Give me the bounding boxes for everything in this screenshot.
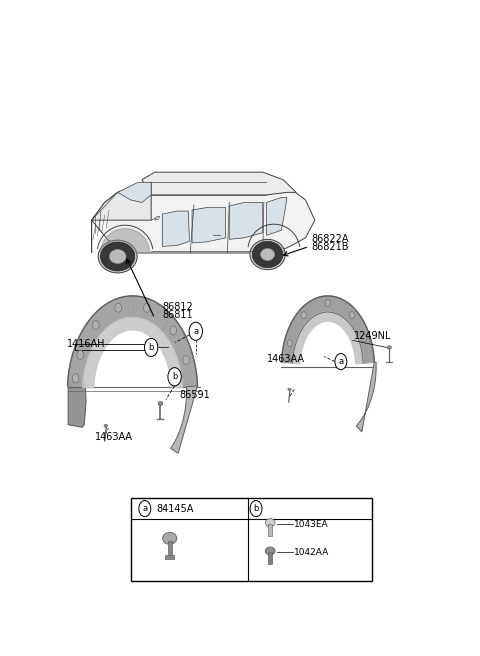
Polygon shape bbox=[229, 203, 263, 239]
Circle shape bbox=[77, 350, 84, 359]
Text: b: b bbox=[253, 504, 259, 513]
Circle shape bbox=[325, 299, 330, 306]
Circle shape bbox=[250, 501, 262, 517]
Ellipse shape bbox=[100, 242, 135, 271]
Text: 1416AH: 1416AH bbox=[67, 339, 105, 350]
Text: 86822A: 86822A bbox=[311, 234, 348, 245]
Polygon shape bbox=[266, 197, 287, 236]
Polygon shape bbox=[142, 172, 296, 195]
Text: a: a bbox=[142, 504, 147, 513]
Text: 1463AA: 1463AA bbox=[96, 432, 133, 442]
Text: 1463AA: 1463AA bbox=[266, 354, 304, 363]
Circle shape bbox=[144, 303, 150, 312]
Text: a: a bbox=[338, 357, 343, 366]
Text: 86821B: 86821B bbox=[311, 243, 348, 253]
Circle shape bbox=[335, 354, 347, 370]
Circle shape bbox=[93, 320, 99, 329]
Text: 86591: 86591 bbox=[179, 390, 210, 400]
Bar bbox=[268, 552, 272, 564]
Circle shape bbox=[115, 303, 121, 312]
Ellipse shape bbox=[158, 401, 163, 405]
Polygon shape bbox=[192, 207, 226, 243]
Text: 1043EA: 1043EA bbox=[294, 520, 328, 529]
Polygon shape bbox=[171, 386, 197, 453]
Circle shape bbox=[183, 356, 190, 365]
Text: b: b bbox=[148, 343, 154, 352]
Ellipse shape bbox=[265, 519, 275, 527]
Circle shape bbox=[349, 312, 355, 319]
Circle shape bbox=[189, 322, 203, 340]
Ellipse shape bbox=[104, 424, 108, 427]
Polygon shape bbox=[155, 216, 160, 220]
Bar bbox=[268, 523, 272, 536]
Ellipse shape bbox=[261, 249, 275, 260]
Ellipse shape bbox=[387, 346, 392, 349]
Circle shape bbox=[168, 367, 181, 386]
Polygon shape bbox=[281, 296, 374, 363]
Polygon shape bbox=[162, 211, 190, 247]
FancyBboxPatch shape bbox=[131, 498, 372, 581]
Polygon shape bbox=[68, 296, 197, 387]
Bar bbox=[165, 554, 174, 559]
Circle shape bbox=[72, 374, 79, 383]
Text: 86812: 86812 bbox=[162, 302, 193, 312]
Ellipse shape bbox=[109, 249, 126, 264]
Ellipse shape bbox=[288, 388, 291, 390]
Polygon shape bbox=[356, 362, 376, 432]
Text: 86811: 86811 bbox=[162, 310, 193, 320]
Circle shape bbox=[170, 326, 177, 335]
Text: 1249NL: 1249NL bbox=[354, 331, 391, 341]
Circle shape bbox=[144, 338, 158, 357]
Ellipse shape bbox=[265, 547, 275, 555]
Ellipse shape bbox=[252, 241, 283, 268]
Circle shape bbox=[139, 501, 151, 517]
Polygon shape bbox=[68, 379, 86, 427]
Ellipse shape bbox=[250, 239, 285, 270]
Ellipse shape bbox=[98, 240, 137, 273]
Polygon shape bbox=[83, 317, 183, 388]
Text: 1042AA: 1042AA bbox=[294, 548, 329, 557]
Bar bbox=[168, 541, 172, 556]
Text: a: a bbox=[193, 327, 198, 336]
Polygon shape bbox=[92, 182, 151, 253]
Polygon shape bbox=[293, 312, 363, 364]
Circle shape bbox=[301, 312, 306, 319]
Polygon shape bbox=[92, 182, 315, 253]
Polygon shape bbox=[118, 182, 151, 203]
Text: 84145A: 84145A bbox=[156, 504, 194, 514]
Ellipse shape bbox=[163, 532, 177, 544]
Polygon shape bbox=[100, 228, 150, 253]
Circle shape bbox=[287, 340, 292, 347]
Text: b: b bbox=[172, 372, 177, 381]
Circle shape bbox=[362, 334, 367, 341]
